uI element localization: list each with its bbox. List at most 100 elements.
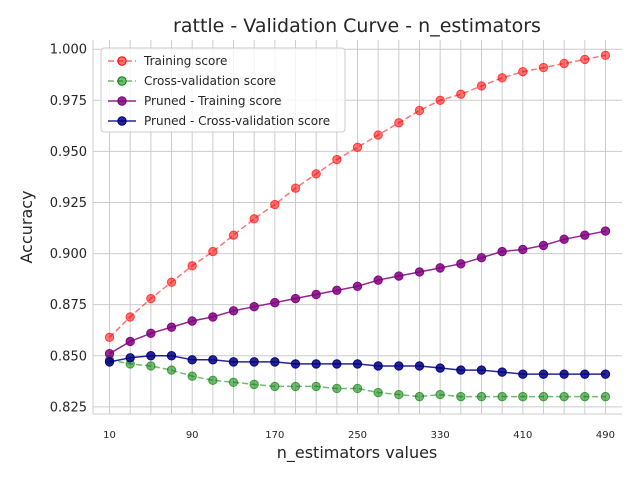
- data-point: [208, 246, 218, 257]
- data-point: [228, 230, 239, 240]
- x-tick-label: 490: [596, 430, 615, 441]
- data-point: [476, 252, 487, 263]
- data-point: [166, 277, 177, 287]
- y-tick-label: 0.950: [50, 145, 87, 160]
- data-point: [311, 381, 321, 392]
- y-tick-label: 0.825: [50, 400, 87, 415]
- data-point: [476, 81, 487, 91]
- data-point: [352, 359, 363, 369]
- legend-label: Pruned - Training score: [144, 94, 282, 108]
- data-point: [373, 130, 383, 140]
- data-point: [538, 369, 549, 379]
- legend-entry: Pruned - Cross-validation score: [108, 114, 330, 128]
- y-ticks: 0.825 0.850 0.875 0.900 0.925 0.950 0.975 1.000: [50, 43, 87, 416]
- data-point: [332, 383, 342, 394]
- data-point: [249, 214, 259, 224]
- data-point: [373, 275, 383, 285]
- data-point: [311, 359, 321, 369]
- data-point: [352, 281, 363, 291]
- legend-label: Pruned - Cross-validation score: [144, 114, 330, 128]
- data-point: [497, 73, 507, 83]
- data-point: [580, 369, 590, 379]
- data-point: [332, 359, 342, 369]
- series-1: [104, 50, 611, 343]
- legend-marker: [117, 76, 127, 86]
- x-axis-label: n_estimators values: [277, 443, 438, 463]
- data-point: [166, 365, 177, 375]
- data-point: [518, 391, 528, 402]
- legend-label: Training score: [143, 54, 227, 68]
- data-point: [146, 293, 156, 304]
- data-point: [373, 387, 383, 398]
- data-point: [559, 369, 569, 379]
- data-point: [146, 328, 156, 338]
- data-point: [125, 353, 135, 363]
- data-point: [146, 361, 156, 371]
- data-point: [104, 332, 115, 343]
- data-point: [600, 50, 611, 61]
- data-point: [125, 312, 135, 322]
- data-point: [497, 367, 507, 377]
- data-point: [146, 351, 156, 361]
- data-point: [290, 381, 301, 392]
- legend-entry: Pruned - Training score: [108, 94, 282, 108]
- data-point: [228, 357, 239, 367]
- x-tick-label: 170: [265, 430, 284, 441]
- y-tick-label: 0.875: [50, 298, 87, 313]
- data-point: [414, 105, 425, 116]
- data-point: [559, 234, 569, 244]
- series-3: [104, 226, 611, 359]
- data-point: [600, 369, 611, 379]
- data-point: [394, 389, 404, 400]
- x-tick-label: 410: [513, 430, 532, 441]
- data-point: [228, 306, 239, 316]
- legend-entry: Cross-validation score: [108, 74, 276, 88]
- data-point: [580, 230, 590, 240]
- data-point: [456, 259, 466, 269]
- data-point: [311, 169, 321, 179]
- data-point: [394, 361, 404, 371]
- data-point: [600, 391, 611, 402]
- data-point: [270, 357, 280, 367]
- data-point: [208, 312, 218, 322]
- data-point: [104, 357, 115, 367]
- data-point: [414, 391, 425, 402]
- y-tick-label: 0.975: [50, 94, 87, 109]
- data-point: [435, 389, 445, 400]
- legend-marker: [117, 116, 127, 126]
- data-point: [332, 154, 342, 165]
- data-point: [228, 377, 239, 388]
- data-point: [166, 322, 177, 332]
- legend-marker: [117, 96, 127, 106]
- data-point: [394, 118, 404, 128]
- data-point: [290, 293, 301, 304]
- data-point: [208, 375, 218, 385]
- data-point: [125, 336, 135, 347]
- data-point: [456, 89, 466, 99]
- y-axis-label: Accuracy: [17, 190, 36, 263]
- data-point: [373, 361, 383, 371]
- series-group: [104, 50, 611, 402]
- x-tick-label: 330: [431, 430, 450, 441]
- data-point: [456, 365, 466, 375]
- data-point: [352, 142, 363, 152]
- data-point: [270, 199, 280, 210]
- data-point: [518, 244, 528, 255]
- data-point: [435, 363, 445, 373]
- data-point: [476, 391, 487, 402]
- data-point: [497, 246, 507, 257]
- x-ticks: 10 90 170 250 330 410 490: [103, 430, 615, 441]
- data-point: [456, 391, 466, 402]
- y-tick-label: 1.000: [50, 43, 87, 58]
- legend-entry: Training score: [108, 54, 227, 68]
- data-point: [414, 267, 425, 277]
- chart-title: rattle - Validation Curve - n_estimators: [173, 15, 541, 37]
- data-point: [394, 271, 404, 281]
- data-point: [538, 240, 549, 251]
- data-point: [270, 381, 280, 392]
- data-point: [559, 58, 569, 69]
- data-point: [311, 289, 321, 300]
- data-point: [580, 54, 590, 65]
- data-point: [187, 261, 197, 271]
